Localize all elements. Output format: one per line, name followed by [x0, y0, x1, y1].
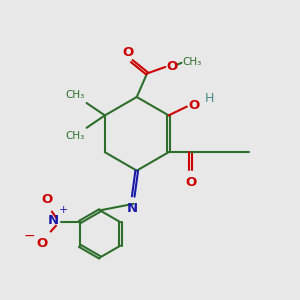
Text: +: +: [59, 205, 68, 215]
Text: CH₃: CH₃: [66, 89, 85, 100]
Text: CH₃: CH₃: [66, 131, 85, 141]
Text: CH₃: CH₃: [182, 57, 202, 67]
Text: −: −: [23, 229, 35, 243]
Text: O: O: [41, 193, 52, 206]
Text: N: N: [48, 214, 59, 227]
Text: H: H: [205, 92, 214, 105]
Text: O: O: [185, 176, 196, 189]
Text: O: O: [188, 99, 199, 112]
Text: O: O: [123, 46, 134, 59]
Text: O: O: [166, 60, 177, 73]
Text: O: O: [36, 237, 47, 250]
Text: N: N: [127, 202, 138, 215]
